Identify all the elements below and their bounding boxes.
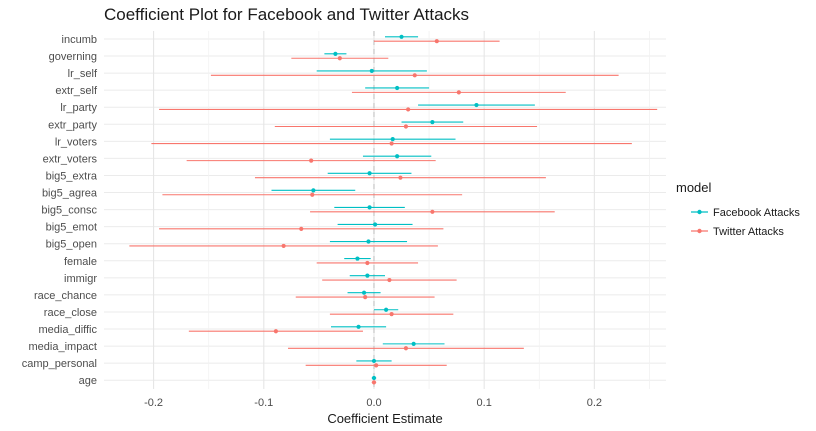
y-tick-label: female <box>64 256 97 268</box>
point-estimate <box>384 307 389 312</box>
y-tick-label: big5_extra <box>46 170 98 182</box>
y-tick-label: incumb <box>62 34 97 46</box>
x-tick-label: 0.2 <box>587 397 602 409</box>
point-estimate <box>363 295 368 300</box>
point-estimate <box>398 175 403 180</box>
y-tick-label: immigr <box>64 273 97 285</box>
point-estimate <box>372 222 378 227</box>
point-estimate <box>355 256 360 261</box>
point-estimate <box>371 375 377 381</box>
x-tick-label: -0.1 <box>254 397 273 409</box>
point-estimate <box>474 102 479 108</box>
legend-label: Twitter Attacks <box>713 226 784 238</box>
point-estimate <box>389 141 394 146</box>
point-estimate <box>456 90 461 95</box>
point-estimate <box>367 205 372 210</box>
x-tick-label: -0.2 <box>144 397 163 409</box>
point-estimate <box>273 329 279 334</box>
point-estimate <box>365 273 370 278</box>
point-estimate <box>361 290 367 295</box>
point-estimate <box>366 239 371 244</box>
y-tick-label: big5_consc <box>41 205 97 217</box>
y-tick-label: media_diffic <box>39 324 98 336</box>
y-tick-label: lr_party <box>60 102 97 114</box>
y-tick-label: governing <box>49 51 97 63</box>
point-estimate <box>434 39 439 44</box>
point-estimate <box>374 363 379 368</box>
point-estimate <box>309 158 314 163</box>
point-estimate <box>403 346 409 351</box>
point-estimate <box>333 51 338 56</box>
legend: model Facebook Attacks Twitter Attacks <box>676 180 800 238</box>
point-estimate <box>389 312 394 317</box>
point-estimate <box>403 124 409 129</box>
x-tick-label: 0.1 <box>477 397 492 409</box>
point-estimate <box>395 154 400 159</box>
point-estimate <box>311 188 316 193</box>
y-tick-label: big5_open <box>46 239 97 251</box>
legend-key-point <box>697 209 702 215</box>
y-tick-label: race_chance <box>34 290 97 302</box>
point-estimate <box>430 209 435 214</box>
point-estimate <box>371 380 377 385</box>
point-estimate <box>390 137 395 142</box>
point-estimate <box>399 34 404 39</box>
y-tick-label: age <box>79 375 97 387</box>
point-estimate <box>412 73 417 78</box>
point-estimate <box>406 107 411 112</box>
y-tick-label: big5_emot <box>46 222 97 234</box>
y-tick-label: race_close <box>44 307 97 319</box>
series-twitter-attacks <box>129 39 658 385</box>
point-estimate <box>430 120 435 125</box>
point-estimate <box>411 341 416 346</box>
y-tick-label: lr_voters <box>55 136 98 148</box>
chart-title: Coefficient Plot for Facebook and Twitte… <box>104 5 469 24</box>
legend-key-point <box>697 228 702 234</box>
y-tick-label: media_impact <box>29 341 97 353</box>
y-tick-label: big5_agrea <box>42 188 98 200</box>
y-tick-label: extr_self <box>55 85 98 97</box>
point-estimate <box>310 192 315 197</box>
point-estimate <box>367 171 372 176</box>
legend-label: Facebook Attacks <box>713 207 800 219</box>
x-tick-labels: -0.2 -0.1 0.0 0.1 0.2 <box>144 397 602 409</box>
point-estimate <box>337 56 342 61</box>
legend-title: model <box>676 180 712 195</box>
y-tick-label: extr_party <box>48 119 97 131</box>
y-tick-label: extr_voters <box>43 153 98 165</box>
point-estimate <box>299 226 304 231</box>
y-tick-label: camp_personal <box>22 358 97 370</box>
point-estimate <box>365 260 370 266</box>
point-estimate <box>356 324 361 329</box>
x-tick-label: 0.0 <box>366 397 381 409</box>
series-marks <box>129 34 658 385</box>
x-axis-label: Coefficient Estimate <box>327 411 442 426</box>
grid-lines <box>104 31 666 389</box>
point-estimate <box>369 68 374 74</box>
y-tick-label: lr_self <box>68 68 98 80</box>
series-facebook-attacks <box>271 34 535 381</box>
point-estimate <box>371 358 377 364</box>
point-estimate <box>281 243 286 249</box>
point-estimate <box>395 85 400 91</box>
point-estimate <box>387 277 392 283</box>
y-tick-labels: incumb governing lr_self extr_self lr_partye… <box>22 34 98 387</box>
